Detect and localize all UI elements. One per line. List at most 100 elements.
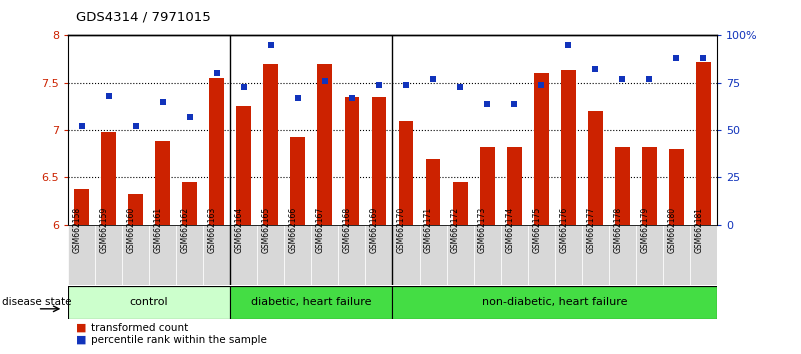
FancyBboxPatch shape [447,225,473,285]
Text: ■: ■ [76,335,87,345]
Bar [642,147,657,225]
Point [400,82,413,87]
Bar [392,286,717,319]
Text: GSM662165: GSM662165 [262,206,271,253]
Bar [399,121,413,225]
FancyBboxPatch shape [68,225,95,285]
Text: GSM662158: GSM662158 [73,206,82,253]
Point [292,95,304,101]
FancyBboxPatch shape [365,225,392,285]
Text: GSM662162: GSM662162 [181,206,190,253]
Point [156,99,169,104]
Text: control: control [130,297,168,307]
Bar [68,286,231,319]
Text: GSM662168: GSM662168 [343,206,352,253]
Point [237,84,250,89]
Text: GSM662163: GSM662163 [207,206,217,253]
Point [453,84,466,89]
Text: GSM662161: GSM662161 [154,206,163,253]
Point [75,124,88,129]
Point [264,42,277,48]
Text: GSM662177: GSM662177 [586,206,595,253]
Text: GSM662174: GSM662174 [505,206,514,253]
Bar [372,97,386,225]
FancyBboxPatch shape [528,225,554,285]
Text: GSM662160: GSM662160 [127,206,135,253]
Point [345,95,358,101]
Point [372,82,385,87]
Text: GSM662175: GSM662175 [532,206,541,253]
Text: transformed count: transformed count [91,323,187,333]
Text: GSM662166: GSM662166 [289,206,298,253]
FancyBboxPatch shape [122,225,149,285]
Point [183,114,196,120]
Bar [155,142,170,225]
Text: GSM662181: GSM662181 [694,207,703,253]
Text: GSM662180: GSM662180 [667,206,676,253]
Text: GSM662178: GSM662178 [614,206,622,253]
Text: GSM662173: GSM662173 [478,206,487,253]
Point [643,76,656,82]
Bar [615,147,630,225]
Text: GSM662167: GSM662167 [316,206,325,253]
FancyBboxPatch shape [176,225,203,285]
Text: GSM662170: GSM662170 [397,206,406,253]
FancyBboxPatch shape [473,225,501,285]
FancyBboxPatch shape [338,225,365,285]
Text: percentile rank within the sample: percentile rank within the sample [91,335,267,345]
FancyBboxPatch shape [690,225,717,285]
Point [319,78,332,84]
Bar [588,111,602,225]
Bar [425,159,441,225]
Bar [669,149,684,225]
Bar [344,97,360,225]
FancyBboxPatch shape [203,225,231,285]
Text: GSM662179: GSM662179 [640,206,650,253]
Bar [128,194,143,225]
Bar [183,182,197,225]
Bar [453,182,468,225]
Bar [480,147,494,225]
Text: non-diabetic, heart failure: non-diabetic, heart failure [482,297,627,307]
FancyBboxPatch shape [636,225,662,285]
FancyBboxPatch shape [149,225,176,285]
Point [670,55,682,61]
Text: diabetic, heart failure: diabetic, heart failure [252,297,372,307]
Text: GSM662159: GSM662159 [99,206,109,253]
Text: GSM662171: GSM662171 [424,206,433,253]
Text: GSM662169: GSM662169 [370,206,379,253]
Bar [231,286,392,319]
Text: GDS4314 / 7971015: GDS4314 / 7971015 [76,11,211,24]
Bar [561,70,576,225]
Point [103,93,115,99]
Bar [533,73,549,225]
Point [589,67,602,72]
Point [508,101,521,107]
Bar [317,64,332,225]
FancyBboxPatch shape [392,225,420,285]
Point [427,76,440,82]
Text: ■: ■ [76,323,87,333]
FancyBboxPatch shape [501,225,528,285]
FancyBboxPatch shape [662,225,690,285]
FancyBboxPatch shape [420,225,447,285]
Bar [74,189,89,225]
Text: GSM662172: GSM662172 [451,206,460,253]
FancyBboxPatch shape [312,225,338,285]
FancyBboxPatch shape [284,225,312,285]
Point [616,76,629,82]
FancyBboxPatch shape [582,225,609,285]
Bar [236,107,252,225]
Bar [101,132,116,225]
FancyBboxPatch shape [257,225,284,285]
Point [129,124,142,129]
FancyBboxPatch shape [231,225,257,285]
FancyBboxPatch shape [554,225,582,285]
Point [535,82,548,87]
Bar [507,147,521,225]
Text: disease state: disease state [2,297,72,307]
Point [481,101,493,107]
Point [697,55,710,61]
Point [211,70,223,76]
FancyBboxPatch shape [609,225,636,285]
